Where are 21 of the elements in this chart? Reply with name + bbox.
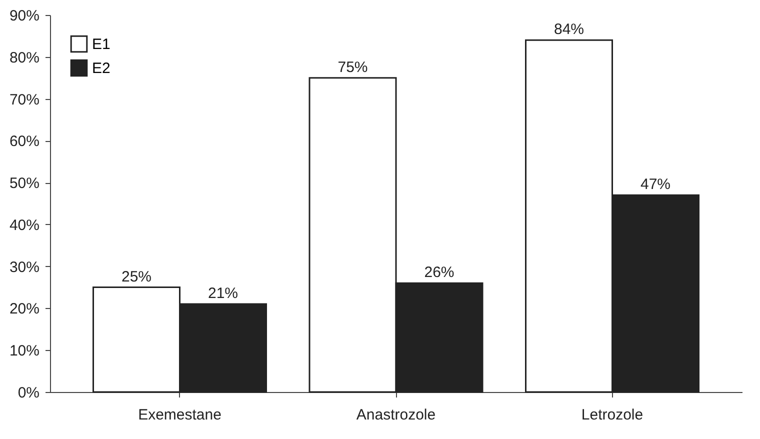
data-label: 21%: [208, 285, 238, 302]
x-tick-label: Anastrozole: [356, 406, 436, 424]
data-label: 84%: [554, 21, 584, 38]
data-label: 26%: [424, 264, 454, 282]
y-tick-label: 0%: [18, 384, 40, 402]
x-tick-label: Exemestane: [138, 406, 222, 424]
data-label: 25%: [121, 268, 152, 286]
legend-label: E2: [92, 60, 110, 77]
x-tick-label: Letrozole: [581, 406, 644, 424]
y-tick-label: 60%: [9, 133, 40, 150]
y-tick-label: 10%: [9, 342, 40, 360]
y-tick-label: 20%: [9, 300, 40, 318]
legend-label: E1: [92, 36, 110, 53]
y-tick-label: 40%: [9, 216, 40, 234]
y-tick-label: 50%: [9, 175, 40, 192]
data-label: 47%: [640, 176, 671, 194]
y-tick-label: 70%: [9, 91, 40, 108]
data-label: 75%: [338, 58, 368, 76]
y-tick-label: 90%: [9, 8, 40, 24]
y-tick-label: 80%: [9, 49, 40, 66]
y-tick-label: 30%: [9, 258, 40, 276]
